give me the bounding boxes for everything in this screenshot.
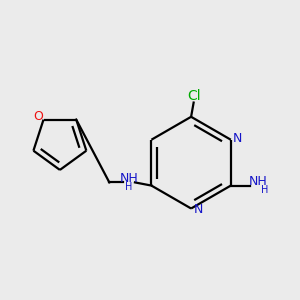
- Text: NH: NH: [120, 172, 139, 185]
- Text: Cl: Cl: [187, 88, 200, 103]
- Text: NH: NH: [248, 175, 267, 188]
- Text: H: H: [261, 185, 268, 195]
- Text: N: N: [233, 132, 242, 145]
- Text: N: N: [194, 203, 203, 216]
- Text: O: O: [33, 110, 43, 123]
- Text: H: H: [125, 182, 132, 191]
